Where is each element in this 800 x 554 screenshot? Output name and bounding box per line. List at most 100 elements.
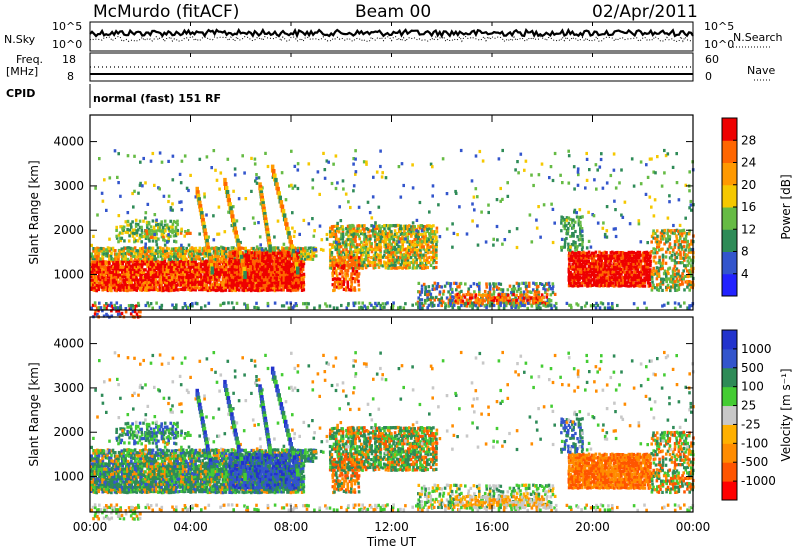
power-cell <box>677 272 680 276</box>
power-cell <box>184 272 187 276</box>
power-cell <box>616 259 620 263</box>
power-cell <box>686 282 690 286</box>
power-cell <box>140 286 144 290</box>
power-cell <box>654 247 657 251</box>
power-cell <box>419 250 422 254</box>
power-cell <box>113 288 117 292</box>
power-cell <box>397 258 401 262</box>
power-cell <box>607 272 610 276</box>
power-cell <box>434 265 438 269</box>
power-cell <box>141 283 144 287</box>
power-cell <box>273 259 277 264</box>
power-cell <box>330 251 334 255</box>
power-cell <box>639 279 643 283</box>
power-cell <box>357 234 361 238</box>
power-cell <box>112 262 115 266</box>
power-cell <box>528 290 532 294</box>
power-cell <box>138 264 142 268</box>
power-cell <box>616 256 619 260</box>
power-cell <box>248 278 252 283</box>
power-cell <box>499 295 503 299</box>
power-cell <box>418 232 422 236</box>
power-cell <box>584 251 588 255</box>
power-cell <box>355 263 359 267</box>
power-cell <box>149 302 153 306</box>
power-cell <box>489 284 492 288</box>
power-cell <box>147 228 151 232</box>
power-cell <box>221 281 224 285</box>
power-cell <box>600 259 603 263</box>
power-cell <box>390 248 393 252</box>
power-cell <box>150 260 153 264</box>
power-cell <box>150 278 153 282</box>
power-cell <box>93 288 97 292</box>
power-cell <box>212 262 216 267</box>
power-cell <box>641 256 645 260</box>
power-cell <box>237 278 241 282</box>
power-cell <box>304 252 307 256</box>
power-cell <box>280 270 284 274</box>
power-cell <box>613 254 616 258</box>
power-cell <box>392 240 395 244</box>
power-cell <box>230 275 234 279</box>
power-cell <box>669 280 672 284</box>
power-cell <box>118 249 122 254</box>
power-cell <box>282 262 286 266</box>
power-cell <box>153 257 156 261</box>
power-cell <box>208 288 212 292</box>
power-cell <box>313 306 316 310</box>
power-cell <box>342 287 346 291</box>
power-cell <box>450 287 454 292</box>
power-cell <box>429 257 433 261</box>
power-cell <box>293 288 296 292</box>
power-cell <box>154 281 158 285</box>
power-cell <box>402 255 406 259</box>
power-cell <box>126 230 130 235</box>
power-cell <box>577 250 580 255</box>
power-cell <box>609 268 612 272</box>
power-cell <box>262 283 266 287</box>
power-cell <box>336 282 340 287</box>
power-cell <box>156 280 160 284</box>
power-cell <box>622 256 625 260</box>
power-cell <box>344 268 347 273</box>
power-cell <box>275 256 279 260</box>
power-cell <box>600 280 604 284</box>
power-cell <box>587 261 591 265</box>
power-cell <box>643 264 646 268</box>
power-cell <box>95 275 99 279</box>
power-cell <box>515 298 518 302</box>
power-cell <box>671 272 675 276</box>
power-cell <box>271 256 275 260</box>
power-cell <box>682 240 686 244</box>
power-cell <box>148 282 151 287</box>
power-cell <box>219 303 222 307</box>
power-cell <box>517 302 520 306</box>
power-cell <box>210 285 214 289</box>
power-cell <box>565 236 568 241</box>
power-cell <box>428 289 431 293</box>
power-cell <box>282 265 286 269</box>
power-cell <box>372 232 375 236</box>
power-cell <box>657 288 661 292</box>
power-cell <box>677 274 680 278</box>
power-cell <box>677 229 680 233</box>
power-cell <box>645 270 648 274</box>
power-cell <box>298 270 301 274</box>
power-cell <box>621 283 625 287</box>
power-cell <box>512 284 516 288</box>
power-cell <box>111 257 115 261</box>
power-cell <box>346 282 350 286</box>
power-cell <box>377 253 380 258</box>
power-cell <box>174 240 178 244</box>
power-cell <box>269 276 273 280</box>
power-cell <box>93 278 97 282</box>
power-cell <box>422 259 426 263</box>
power-cell <box>161 267 165 271</box>
power-cell <box>356 229 360 233</box>
power-cell <box>302 283 306 287</box>
power-cell <box>154 285 158 289</box>
power-cell <box>351 261 355 265</box>
power-cell <box>190 286 194 290</box>
power-cell <box>677 232 681 236</box>
